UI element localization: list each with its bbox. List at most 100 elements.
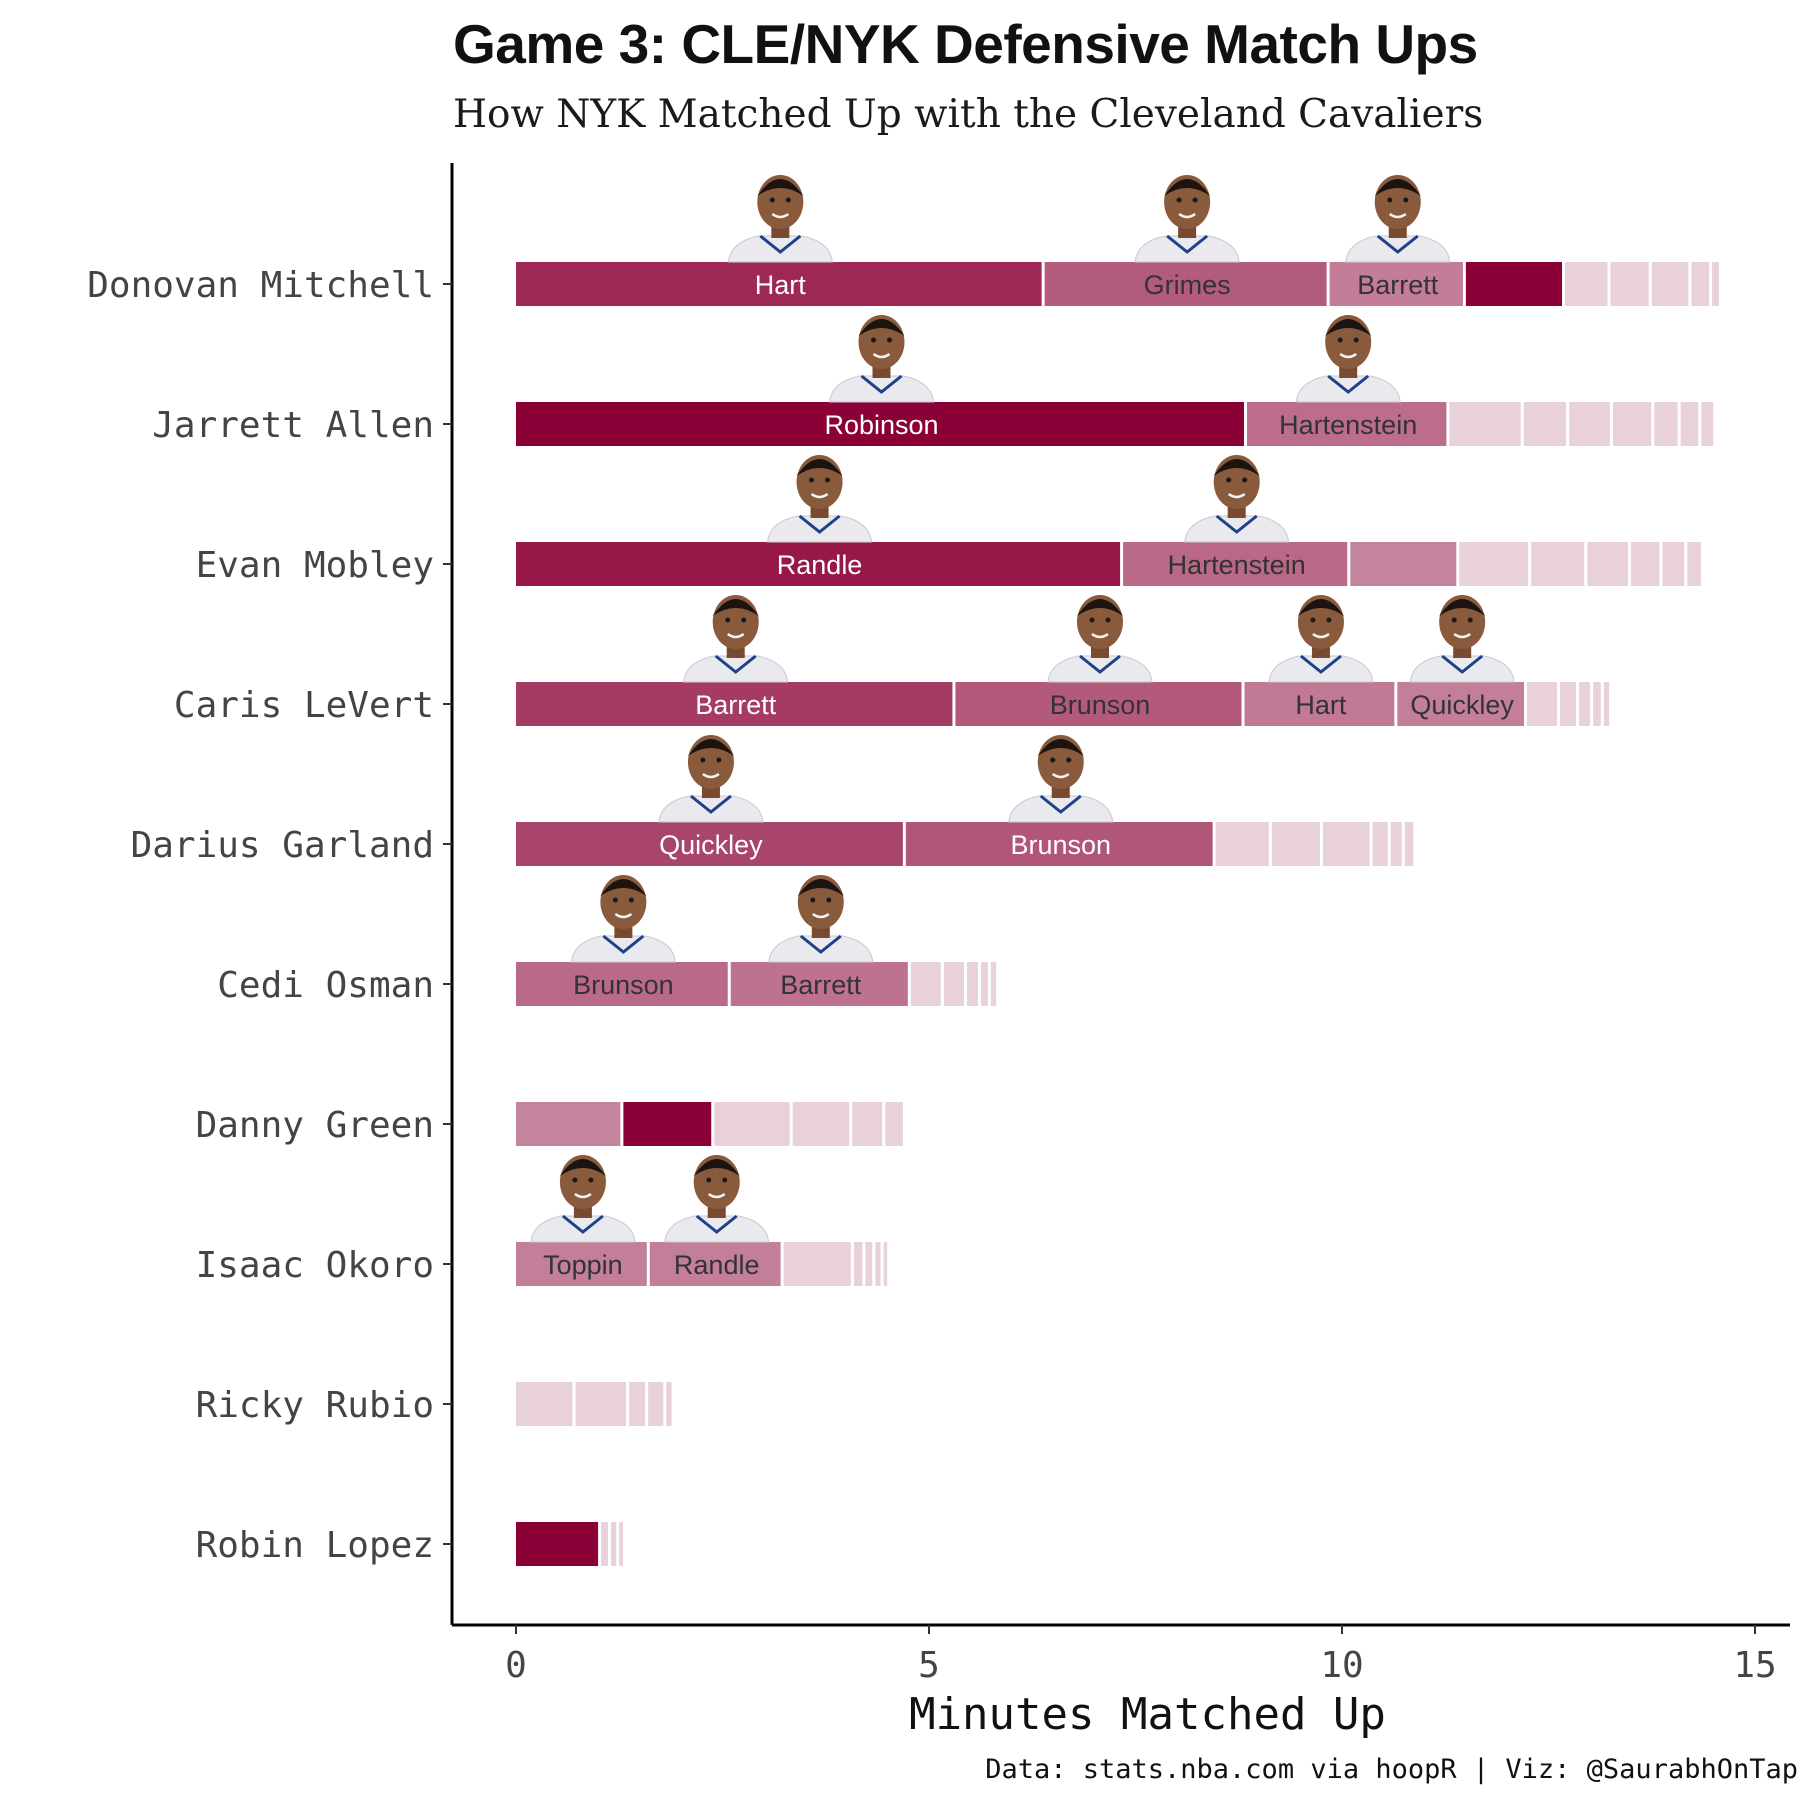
eye-shape xyxy=(1326,617,1332,623)
hair-shape xyxy=(1037,739,1084,756)
eye-shape xyxy=(725,617,731,623)
bar-segment xyxy=(516,682,953,726)
smile-shape xyxy=(726,632,745,639)
eye-shape xyxy=(826,897,832,903)
bar-segment xyxy=(1654,402,1678,446)
jersey-collar xyxy=(714,654,757,674)
bar-segment xyxy=(1701,402,1714,446)
bar-segment xyxy=(1244,682,1395,726)
segment-label: Toppin xyxy=(543,1250,623,1280)
player-headshot-icon xyxy=(1268,595,1374,683)
segment-label: Quickley xyxy=(659,830,763,860)
player-headshot-icon xyxy=(683,595,789,683)
eye-shape xyxy=(612,897,618,903)
axes xyxy=(443,163,1790,1634)
segment-label: Randle xyxy=(777,550,863,580)
smile-shape xyxy=(872,352,891,359)
hair-shape xyxy=(1297,599,1344,616)
bar-segment xyxy=(990,962,997,1006)
bar-segment xyxy=(1612,402,1652,446)
bar-segment xyxy=(516,822,903,866)
eye-shape xyxy=(809,477,815,483)
smile-shape xyxy=(812,912,830,919)
y-tick-label: Caris LeVert xyxy=(174,685,434,726)
segment-label: Barrett xyxy=(695,690,777,720)
eye-shape xyxy=(1066,757,1072,763)
bar-segment xyxy=(516,1382,573,1426)
x-tick-label: 0 xyxy=(505,1645,527,1686)
jersey-shape xyxy=(1008,795,1114,823)
segment-label: Brunson xyxy=(1010,830,1111,860)
bar-segment xyxy=(865,1242,873,1286)
jersey-collar xyxy=(1039,794,1082,814)
bar-segment xyxy=(1044,262,1327,306)
eye-shape xyxy=(716,757,722,763)
bar-segment xyxy=(1123,542,1348,586)
bar-segment xyxy=(1662,542,1685,586)
bar-segment xyxy=(1372,822,1388,866)
bar-segment xyxy=(1579,682,1591,726)
jersey-shape xyxy=(530,1215,636,1243)
y-tick-label: Evan Mobley xyxy=(196,545,434,586)
jersey-collar xyxy=(1441,654,1484,674)
eye-shape xyxy=(1337,337,1343,343)
bar-segment xyxy=(852,1102,883,1146)
player-headshot-icon xyxy=(768,875,874,963)
smile-shape xyxy=(771,212,790,219)
bar-segment xyxy=(516,1522,599,1566)
eye-shape xyxy=(1451,617,1457,623)
player-headshot-icon xyxy=(1295,315,1401,403)
x-tick-label: 5 xyxy=(918,1645,940,1686)
eye-shape xyxy=(722,1177,728,1183)
y-tick-label: Robin Lopez xyxy=(196,1525,434,1566)
bar-segment xyxy=(1691,262,1710,306)
hair-shape xyxy=(858,319,905,336)
eye-shape xyxy=(1105,617,1111,623)
jersey-collar xyxy=(1376,234,1419,254)
segment-label: Hartenstein xyxy=(1279,410,1417,440)
jersey-collar xyxy=(1215,514,1258,534)
eye-shape xyxy=(825,477,831,483)
eye-shape xyxy=(1226,477,1232,483)
eye-shape xyxy=(1467,617,1473,623)
hair-shape xyxy=(712,599,759,616)
y-tick-label: Danny Green xyxy=(196,1105,434,1146)
eye-shape xyxy=(572,1177,578,1183)
y-tick-label: Isaac Okoro xyxy=(196,1245,434,1286)
eye-shape xyxy=(741,617,747,623)
smile-shape xyxy=(1227,492,1246,499)
hair-shape xyxy=(796,459,843,476)
eye-shape xyxy=(810,897,816,903)
jersey-shape xyxy=(683,655,789,683)
chart-title: Game 3: CLE/NYK Defensive Match Ups xyxy=(453,13,1478,75)
segment-label: Hart xyxy=(1295,690,1347,720)
hair-shape xyxy=(1439,599,1486,616)
segment-label: Hart xyxy=(755,270,807,300)
bar-segment xyxy=(905,822,1213,866)
y-tick-label: Ricky Rubio xyxy=(196,1385,434,1426)
jersey-collar xyxy=(1166,234,1209,254)
y-tick-label: Darius Garland xyxy=(131,825,434,866)
bar-segment xyxy=(981,962,988,1006)
hair-shape xyxy=(693,1159,740,1176)
bar-segment xyxy=(955,682,1242,726)
jersey-collar xyxy=(1300,654,1342,674)
smile-shape xyxy=(614,912,633,919)
jersey-shape xyxy=(768,935,874,963)
segment-label: Grimes xyxy=(1144,270,1231,300)
segment-label: Quickley xyxy=(1410,690,1514,720)
bar-segment xyxy=(1587,542,1629,586)
jersey-collar xyxy=(860,374,903,394)
bar-segment xyxy=(516,1242,647,1286)
bar-segment xyxy=(853,1242,863,1286)
bar-segment xyxy=(1465,262,1563,306)
jersey-shape xyxy=(570,935,676,963)
player-headshot-icon xyxy=(570,875,676,963)
y-tick-label: Jarrett Allen xyxy=(152,405,434,446)
eye-shape xyxy=(706,1177,712,1183)
hair-shape xyxy=(1374,179,1421,196)
hair-shape xyxy=(559,1159,606,1176)
jersey-shape xyxy=(1134,235,1240,263)
bar-segment xyxy=(1215,822,1269,866)
